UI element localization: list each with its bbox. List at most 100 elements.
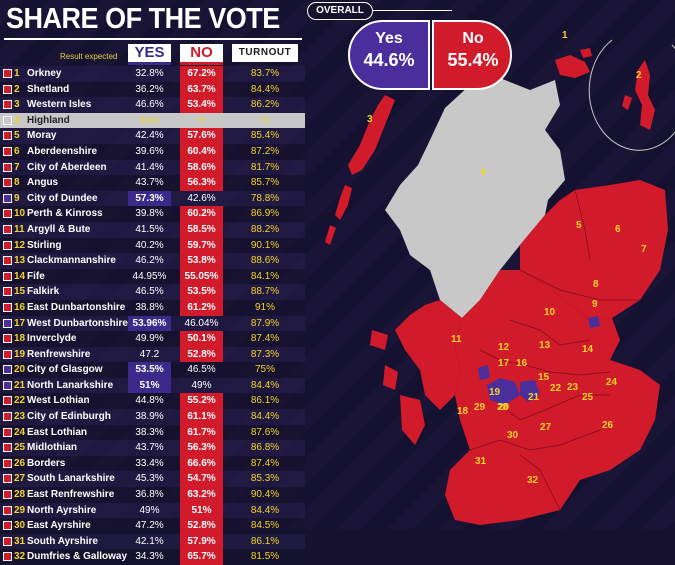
no-share: 63.2%	[180, 487, 223, 503]
area-name: City of Aberdeen	[27, 161, 107, 173]
title-divider	[4, 38, 302, 40]
table-row: 9 City of Dundee 57.3% 42.6% 78.8%	[0, 190, 305, 207]
turnout-value: 86.9%	[250, 208, 280, 220]
result-color-swatch	[3, 287, 12, 297]
result-expected-header: Result expected	[60, 52, 118, 61]
table-row: 23 City of Edinburgh 38.9% 61.1% 84.4%	[0, 409, 305, 425]
area-name: West Lothian	[27, 395, 90, 407]
area-name: Stirling	[27, 239, 62, 251]
area-number: 17	[14, 317, 26, 329]
no-share: 56.3%	[180, 440, 223, 456]
results-table: Result expected YES NO TURNOUT 1 Orkney 32…	[0, 42, 305, 565]
page-title: SHARE OF THE VOTE	[6, 3, 280, 35]
result-color-swatch	[3, 240, 12, 250]
no-share: 60.4%	[180, 143, 223, 160]
yes-share: 57.3%	[128, 190, 171, 207]
yes-share: 39.8%	[135, 208, 164, 220]
no-share: 61.2%	[180, 299, 223, 316]
area-name: City of Dundee	[27, 192, 98, 204]
result-color-swatch	[3, 131, 12, 141]
result-color-swatch	[3, 505, 12, 515]
no-share: 58.5%	[180, 221, 223, 238]
no-share: 52.8%	[180, 346, 223, 363]
map-region-number: 30	[507, 430, 519, 441]
yes-share: 33.4%	[135, 457, 164, 469]
turnout-value: 78.8%	[250, 192, 280, 204]
yes-share: 42.1%	[135, 535, 164, 547]
area-name: East Renfrewshire	[27, 489, 115, 501]
area-number: 23	[14, 411, 26, 423]
overall-yes-half: Yes 44.6%	[348, 20, 430, 90]
area-name: Borders	[27, 457, 66, 469]
map-region-number: 19	[489, 387, 501, 398]
area-number: 15	[14, 286, 26, 298]
yes-share: 46.6%	[135, 99, 164, 111]
map-region-number: 4	[480, 167, 486, 178]
result-color-swatch	[3, 490, 12, 500]
no-share: 42.6%	[187, 192, 216, 204]
map-region-number: 16	[516, 358, 528, 369]
turnout-value: %	[260, 114, 270, 126]
turnout-value: 90.1%	[250, 239, 280, 251]
area-number: 11	[14, 223, 25, 235]
map-region-central-south	[445, 270, 660, 525]
area-number: 16	[14, 301, 26, 313]
turnout-value: 84.1%	[250, 270, 280, 282]
area-number: 3	[14, 99, 20, 111]
result-color-swatch	[3, 396, 12, 406]
map-region-number: 29	[474, 402, 486, 413]
yes-share: 43.7%	[135, 177, 164, 189]
result-color-swatch	[3, 100, 12, 110]
table-row: 28 East Renfrewshire 36.8% 63.2% 90.4%	[0, 487, 305, 503]
area-name: Aberdeenshire	[27, 145, 98, 157]
yes-share: 32.8%	[135, 68, 164, 79]
area-number: 7	[14, 161, 20, 173]
turnout-value: 86.2%	[250, 99, 280, 111]
turnout-value: 84.4%	[250, 411, 280, 423]
table-row: 25 Midlothian 43.7% 56.3% 86.8%	[0, 440, 305, 456]
table-row: 30 East Ayrshire 47.2% 52.8% 84.5%	[0, 518, 305, 534]
map-region-number: 27	[540, 422, 552, 433]
area-number: 2	[14, 83, 20, 95]
yes-share: 38.9%	[135, 411, 164, 423]
table-row: 15 Falkirk 46.5% 53.5% 88.7%	[0, 284, 305, 300]
area-name: Inverclyde	[27, 333, 77, 345]
result-color-swatch	[3, 474, 12, 484]
area-name: Renfrewshire	[27, 348, 91, 360]
no-share: 50.1%	[180, 331, 223, 347]
turnout-value: 87.4%	[250, 333, 280, 345]
no-share: 55.2%	[180, 393, 223, 410]
area-number: 6	[14, 145, 20, 157]
no-share: 57.6%	[180, 128, 223, 144]
turnout-value: 85.3%	[250, 473, 280, 485]
turnout-value: 81.7%	[250, 161, 280, 173]
result-color-swatch	[3, 115, 12, 125]
turnout-value: 86.1%	[250, 395, 280, 407]
map-region-number: 26	[602, 420, 614, 431]
yes-share: 44.95%	[132, 270, 167, 282]
table-row: 24 East Lothian 38.3% 61.7% 87.6%	[0, 424, 305, 441]
turnout-value: 91%	[254, 301, 275, 313]
area-name: Highland	[27, 114, 70, 126]
area-number: 5	[14, 130, 20, 142]
table-row: 27 South Lanarkshire 45.3% 54.7% 85.3%	[0, 471, 305, 488]
turnout-value: 88.2%	[250, 223, 280, 235]
yes-share: 42.4%	[135, 130, 164, 142]
area-name: Clackmannanshire	[27, 255, 116, 267]
map-region-number: 9	[592, 299, 598, 310]
map-region-shetland-inset	[588, 39, 675, 151]
table-row: 32 Dumfries & Galloway 34.3% 65.7% 81.5%	[0, 549, 305, 565]
table-row: 16 East Dunbartonshire 38.8% 61.2% 91%	[0, 299, 305, 316]
yes-share: 39.6%	[135, 145, 164, 157]
map-region-shetland	[635, 60, 655, 130]
turnout-value: 75%	[254, 364, 275, 376]
yes-share: 53.96%	[128, 315, 171, 332]
area-name: East Lothian	[27, 426, 88, 438]
map-region-glasgow	[487, 378, 520, 405]
no-share: 54.7%	[180, 471, 223, 488]
area-number: 18	[14, 333, 26, 345]
yes-share: 4am	[139, 114, 160, 126]
map-region-northeast	[520, 180, 668, 320]
no-share: 65.7%	[180, 549, 223, 565]
